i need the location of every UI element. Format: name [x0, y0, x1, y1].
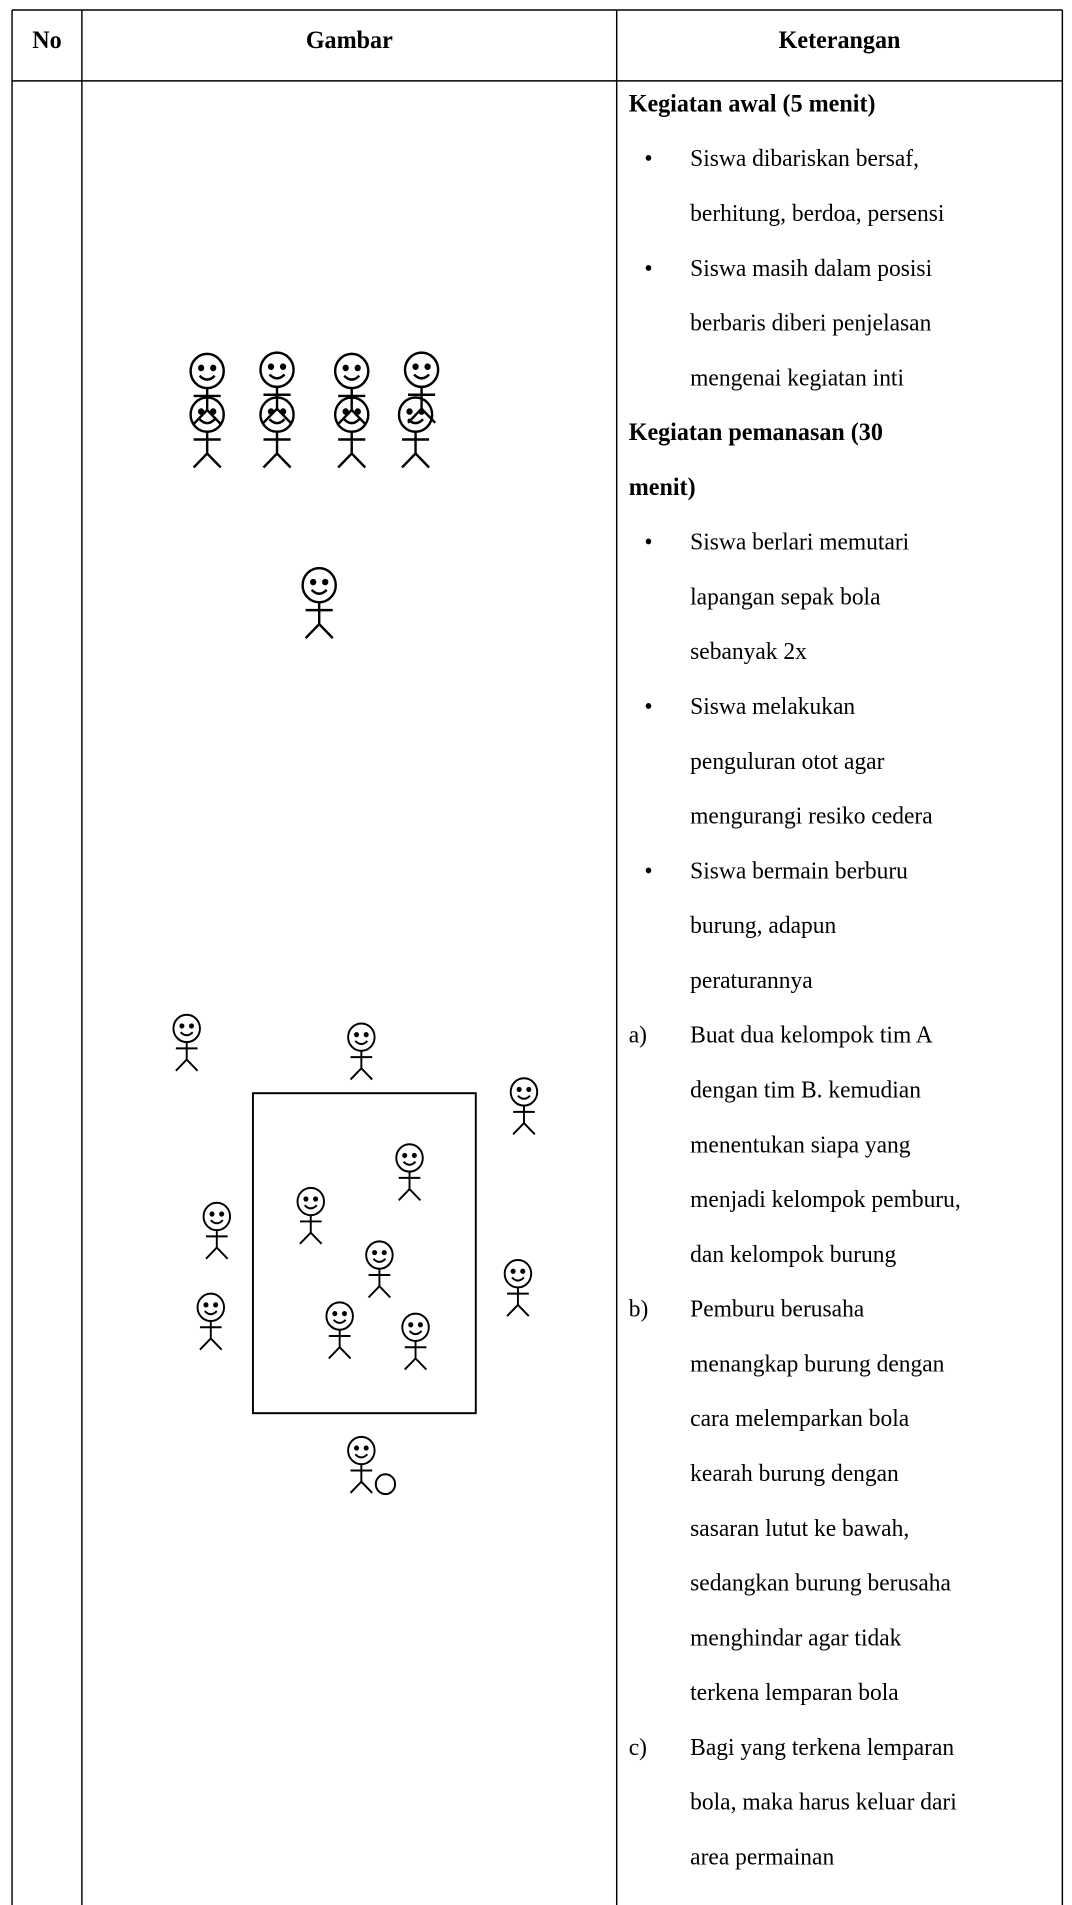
header-no: No: [32, 27, 61, 54]
item-line: Bagi yang terkena lemparan: [690, 1735, 954, 1761]
item-line: Siswa berlari memutari: [690, 529, 909, 555]
header-gambar: Gambar: [306, 27, 393, 54]
item-line: cara melemparkan bola: [690, 1406, 909, 1432]
item-line: Buat dua kelompok tim A: [690, 1022, 933, 1048]
item-marker: •: [644, 255, 652, 281]
item-line: kearah burung dengan: [690, 1461, 899, 1487]
item-line: Pemburu berusaha: [690, 1296, 864, 1322]
item-line: Siswa melakukan: [690, 694, 855, 720]
item-line: berhitung, berdoa, persensi: [690, 201, 945, 227]
item-line: Siswa dibariskan bersaf,: [690, 146, 919, 172]
item-marker: •: [644, 146, 652, 172]
item-line: sasaran lutut ke bawah,: [690, 1515, 909, 1541]
item-line: Siswa bermain berburu: [690, 858, 908, 884]
item-line: sedangkan burung berusaha: [690, 1570, 951, 1596]
item-line: burung, adapun: [690, 913, 836, 939]
item-marker: •: [644, 529, 652, 555]
item-line: mengenai kegiatan inti: [690, 365, 904, 391]
item-marker: b): [629, 1296, 649, 1322]
item-line: terkena lemparan bola: [690, 1680, 899, 1706]
item-line: lapangan sepak bola: [690, 584, 881, 610]
item-line: dengan tim B. kemudian: [690, 1077, 921, 1103]
item-line: area permainan: [690, 1844, 834, 1870]
item-line: mengurangi resiko cedera: [690, 803, 933, 829]
item-line: menentukan siapa yang: [690, 1132, 910, 1158]
item-line: dan kelompok burung: [690, 1242, 896, 1268]
section-heading: menit): [629, 474, 696, 501]
table-borders: [11, 9, 1064, 1905]
item-line: sebanyak 2x: [690, 639, 807, 665]
formation-drawing: [189, 351, 440, 640]
item-marker: a): [629, 1022, 647, 1048]
item-marker: •: [644, 694, 652, 720]
section-heading: Kegiatan awal (5 menit): [629, 90, 876, 117]
item-line: peraturannya: [690, 968, 813, 994]
game-drawing: [172, 1013, 539, 1496]
item-line: penguluran otot agar: [690, 748, 884, 774]
section-heading: Kegiatan pemanasan (30: [629, 419, 883, 446]
item-line: Siswa masih dalam posisi: [690, 255, 932, 281]
item-marker: c): [629, 1735, 647, 1761]
item-line: menjadi kelompok pemburu,: [690, 1187, 961, 1213]
header-keterangan: Keterangan: [779, 27, 901, 54]
item-line: berbaris diberi penjelasan: [690, 310, 931, 336]
item-line: menangkap burung dengan: [690, 1351, 944, 1377]
item-marker: •: [644, 858, 652, 884]
item-line: menghindar agar tidak: [690, 1625, 901, 1651]
item-line: bola, maka harus keluar dari: [690, 1789, 957, 1815]
